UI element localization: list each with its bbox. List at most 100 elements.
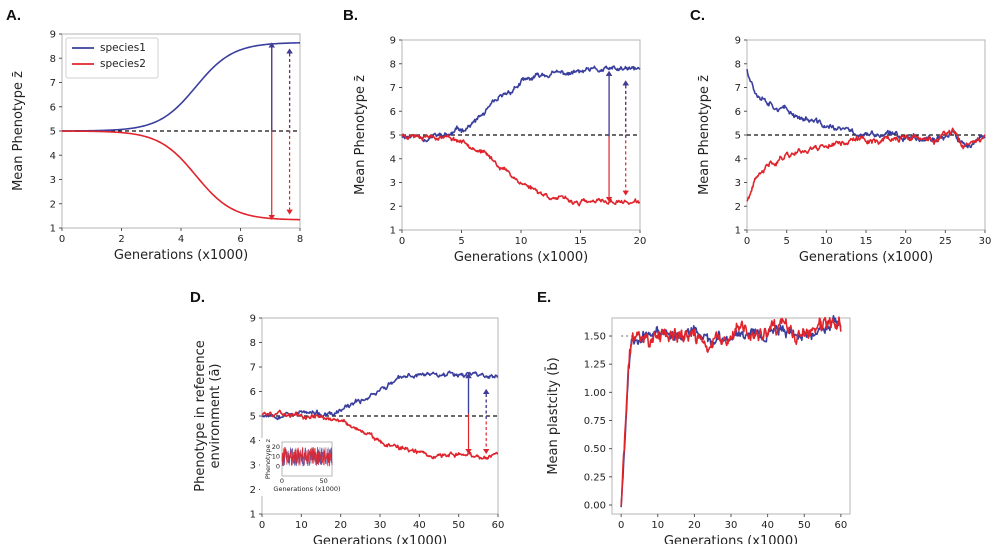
arrow-head	[268, 42, 275, 48]
y-tick-label: 0.00	[584, 500, 606, 511]
x-tick-label: 5	[458, 236, 464, 247]
inset-y-tick-label: 20	[272, 443, 280, 451]
inset-x-tick-label: 0	[280, 477, 284, 485]
arrow-head	[622, 190, 629, 196]
y-tick-label: 8	[735, 59, 741, 70]
x-axis-label: Generations (x1000)	[799, 250, 933, 265]
y-tick-label: 9	[390, 36, 396, 47]
y-tick-label: 1	[390, 226, 396, 237]
inset-y-tick-label: 0	[276, 462, 280, 470]
legend: species1 species2	[65, 37, 159, 79]
y-tick-label: 2	[250, 485, 256, 496]
y-tick-label: 4	[50, 151, 56, 162]
x-tick-label: 8	[297, 234, 303, 245]
y-tick-label: 0.75	[584, 416, 606, 427]
inset-y-tick-label: 10	[272, 453, 280, 461]
legend-label: species1	[100, 42, 146, 54]
y-tick-label: 8	[390, 59, 396, 70]
y-tick-label: 8	[50, 54, 56, 65]
arrow-head	[268, 214, 275, 220]
x-tick-label: 20	[688, 520, 701, 531]
arrow-head	[483, 389, 490, 395]
panel-c: C. 1 2 3 4 5 6 7 8 9 0 5 10 15 20 25 30 Generations (x100…	[690, 7, 991, 265]
series-line-species2	[620, 316, 842, 506]
inset-y-axis-label: Phenotype z	[264, 438, 272, 479]
y-tick-label: 2	[50, 199, 56, 210]
x-tick-label: 15	[860, 236, 873, 247]
panel-a: A. 1 2 3 4 5 6 7 8 9 0 2 4 6 8 Generations (x1000) Mean …	[6, 7, 303, 263]
x-tick-label: 6	[237, 234, 243, 245]
panel-label: E.	[537, 289, 551, 306]
x-tick-label: 30	[374, 520, 387, 531]
y-tick-label: 6	[250, 387, 256, 398]
x-tick-label: 30	[725, 520, 738, 531]
y-tick-label: 7	[50, 78, 56, 89]
plot-frame	[611, 317, 851, 515]
series-line-species1	[746, 69, 986, 149]
x-tick-label: 10	[515, 236, 528, 247]
y-tick-label: 2	[735, 202, 741, 213]
x-tick-label: 0	[59, 234, 65, 245]
x-tick-label: 20	[634, 236, 647, 247]
y-tick-label: 4	[390, 154, 396, 165]
series-line-species2	[62, 130, 301, 221]
y-tick-label: 6	[50, 102, 56, 113]
x-tick-label: 4	[178, 234, 184, 245]
inset-x-axis-label: Generations (x1000)	[273, 485, 340, 493]
arrow-head	[465, 448, 472, 454]
y-tick-label: 3	[50, 175, 56, 186]
arrow-head	[622, 80, 629, 86]
y-tick-label: 0.50	[584, 444, 606, 455]
inset-x-tick-label: 50	[320, 477, 328, 485]
inset-series-species2	[281, 446, 333, 467]
series-line-species1	[261, 370, 499, 421]
y-tick-label: 6	[735, 107, 741, 118]
arrow-head	[605, 70, 613, 76]
x-tick-label: 0	[259, 520, 265, 531]
arrow-head	[605, 196, 613, 202]
x-tick-label: 50	[798, 520, 811, 531]
panel-label: B.	[343, 7, 358, 24]
series-line-species1	[401, 65, 641, 143]
y-axis-label: Mean Phenotype z̄	[353, 75, 368, 195]
x-tick-label: 2	[118, 234, 124, 245]
inset-series-species1	[281, 447, 333, 467]
x-axis-label: Generations (x1000)	[313, 534, 447, 544]
x-tick-label: 0	[744, 236, 750, 247]
y-tick-label: 1	[735, 226, 741, 237]
y-tick-label: 6	[390, 107, 396, 118]
y-axis-label: Mean plastcity (b̄)	[546, 357, 561, 474]
panel-label: A.	[6, 7, 21, 24]
y-tick-label: 2	[390, 202, 396, 213]
legend-label: species2	[100, 58, 146, 70]
arrow-head	[286, 48, 293, 54]
panel-label: D.	[190, 289, 205, 306]
x-tick-label: 20	[899, 236, 912, 247]
y-tick-label: 9	[250, 314, 256, 325]
x-axis-label: Generations (x1000)	[454, 250, 588, 265]
arrow-head	[465, 373, 472, 379]
y-tick-label: 4	[735, 154, 741, 165]
series-line-species1	[62, 42, 301, 132]
x-tick-label: 5	[783, 236, 789, 247]
arrow-head	[483, 448, 490, 454]
x-tick-label: 10	[295, 520, 308, 531]
x-tick-label: 15	[574, 236, 587, 247]
x-tick-label: 0	[618, 520, 624, 531]
x-tick-label: 30	[979, 236, 992, 247]
x-tick-label: 60	[834, 520, 847, 531]
series-line-species2	[261, 409, 499, 460]
x-tick-label: 0	[399, 236, 405, 247]
y-tick-label: 7	[390, 83, 396, 94]
y-axis-label: Mean Phenotype z̄	[11, 71, 26, 191]
x-tick-label: 25	[939, 236, 952, 247]
y-tick-label: 1.00	[584, 388, 606, 399]
y-tick-label: 1.25	[584, 360, 606, 371]
y-tick-label: 1.50	[584, 332, 606, 343]
y-axis-label: Phenotype in referenceenvironment (ā)	[193, 340, 223, 492]
y-tick-label: 9	[50, 30, 56, 41]
y-tick-label: 5	[50, 127, 56, 138]
x-tick-label: 40	[413, 520, 426, 531]
